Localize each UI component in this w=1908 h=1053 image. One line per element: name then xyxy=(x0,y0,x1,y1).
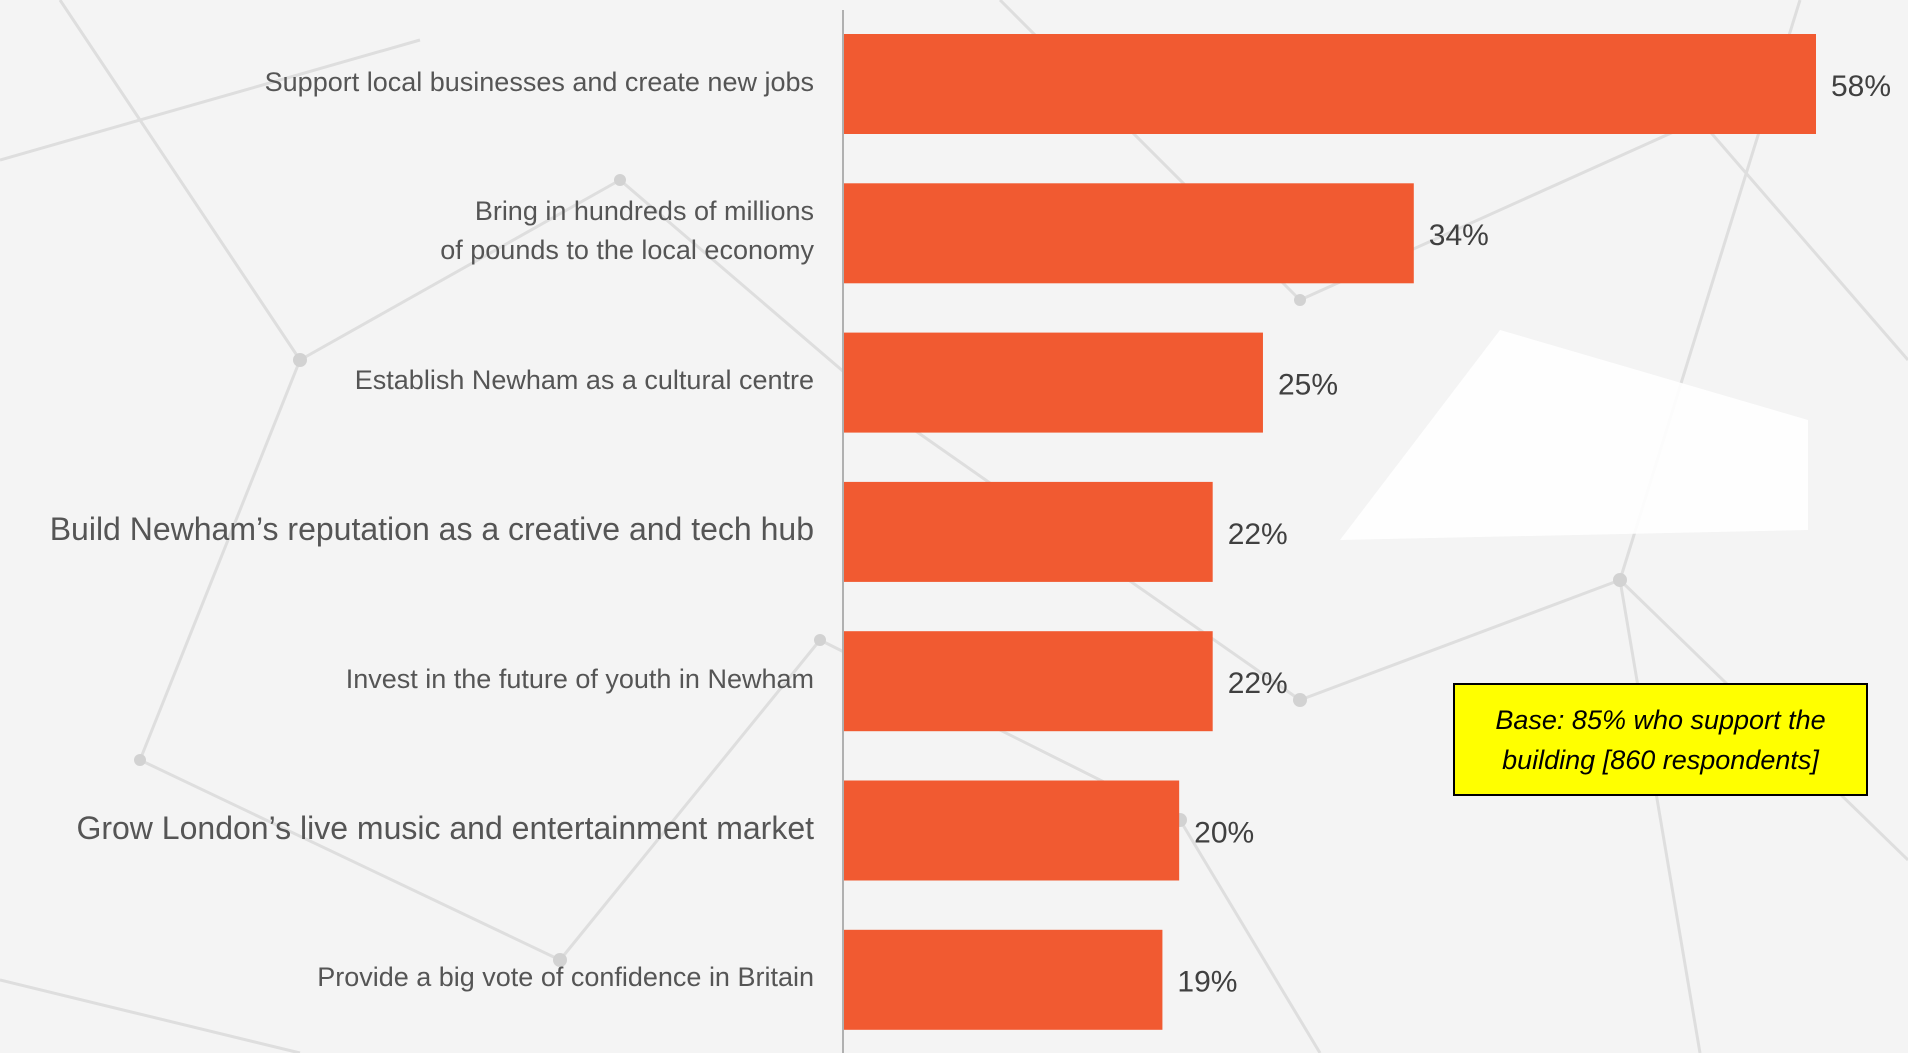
bar-5 xyxy=(844,631,1213,732)
data-label-5: 22% xyxy=(1228,667,1288,700)
bar-6 xyxy=(844,780,1180,881)
category-label-5: Invest in the future of youth in Newham xyxy=(345,663,814,694)
data-label-7: 19% xyxy=(1177,966,1237,999)
base-note: Base: 85% who support the building [860 … xyxy=(1453,683,1868,796)
bar-4 xyxy=(844,481,1213,582)
data-label-3: 25% xyxy=(1278,369,1338,402)
data-label-2: 34% xyxy=(1429,219,1489,252)
bar-3 xyxy=(844,332,1263,433)
bars-group xyxy=(844,34,1816,1030)
data-labels-group: 58% 34% 25% 22% 22% 20% 19% xyxy=(1177,70,1891,999)
category-label-6: Grow London’s live music and entertainme… xyxy=(76,810,814,846)
data-label-4: 22% xyxy=(1228,518,1288,551)
bar-7 xyxy=(844,929,1163,1030)
bar-1 xyxy=(844,34,1816,134)
category-label-1: Support local businesses and create new … xyxy=(264,66,814,97)
category-label-2: Bring in hundreds of millions of pounds t… xyxy=(440,196,814,266)
data-label-6: 20% xyxy=(1194,816,1254,849)
bar-2 xyxy=(844,183,1414,284)
data-label-1: 58% xyxy=(1831,70,1891,103)
category-label-7: Provide a big vote of confidence in Brit… xyxy=(317,962,814,993)
category-label-4: Build Newham’s reputation as a creative … xyxy=(49,511,814,548)
category-label-3: Establish Newham as a cultural centre xyxy=(354,365,814,396)
base-note-text: Base: 85% who support the building [860 … xyxy=(1495,704,1826,775)
